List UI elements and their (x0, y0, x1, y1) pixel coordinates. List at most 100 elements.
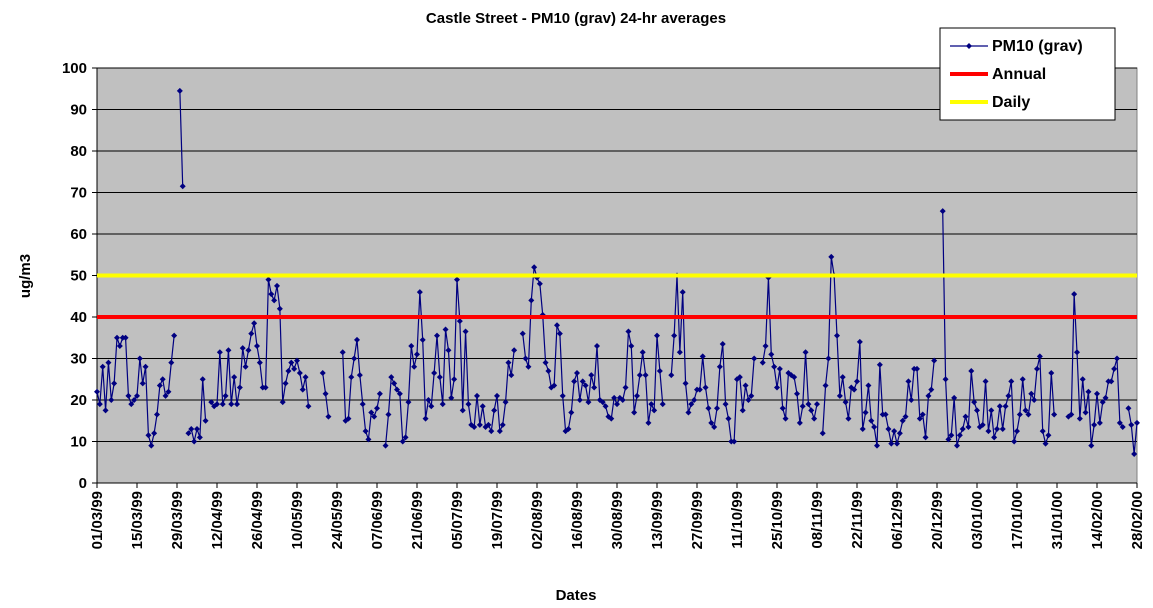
data-point (499, 421, 506, 428)
data-point (614, 401, 620, 408)
data-point (254, 343, 260, 350)
data-point (642, 372, 649, 379)
y-tick-label: 70 (70, 185, 87, 202)
data-point (868, 417, 875, 424)
data-point (494, 392, 500, 399)
data-point (359, 401, 366, 408)
data-point (448, 394, 455, 401)
data-point (1119, 423, 1126, 430)
data-point (1094, 390, 1100, 397)
x-tick-label: 21/06/99 (409, 491, 426, 549)
data-point (802, 349, 809, 356)
data-point (619, 397, 626, 403)
data-point (502, 399, 509, 406)
data-point (711, 423, 718, 430)
data-point (1028, 390, 1035, 397)
data-point (339, 349, 346, 356)
data-point (111, 380, 118, 387)
data-point (151, 430, 158, 437)
data-point (351, 355, 358, 362)
data-point (474, 392, 480, 399)
data-point (396, 390, 403, 397)
data-point (165, 388, 172, 395)
data-point (456, 318, 463, 325)
data-point (602, 403, 609, 410)
data-point (768, 351, 775, 358)
data-point (919, 411, 926, 418)
data-point (671, 332, 678, 339)
data-point (576, 397, 583, 403)
data-point (228, 401, 235, 408)
data-point (722, 401, 729, 408)
data-point (439, 401, 446, 408)
data-point (231, 374, 238, 381)
data-point (874, 442, 880, 449)
data-point (891, 428, 898, 435)
x-tick-label: 27/09/99 (689, 491, 706, 549)
data-point (131, 397, 138, 403)
data-point (968, 367, 975, 374)
data-point (419, 336, 426, 343)
data-point (296, 370, 303, 377)
data-point (1082, 409, 1089, 416)
data-point (285, 367, 292, 374)
data-point (371, 413, 378, 420)
data-point (808, 407, 815, 414)
data-point (242, 363, 249, 370)
data-point (688, 401, 695, 408)
data-point (399, 438, 406, 445)
data-point (191, 438, 198, 445)
data-point (814, 401, 820, 408)
x-tick-label: 26/04/99 (249, 491, 266, 549)
data-point (842, 399, 849, 406)
data-point (599, 399, 606, 406)
data-point (991, 434, 998, 441)
data-point (1071, 291, 1078, 298)
data-point (462, 328, 469, 335)
data-point (99, 363, 106, 370)
data-point (525, 363, 532, 370)
x-tick-label: 06/12/99 (889, 491, 906, 549)
data-point (168, 359, 175, 366)
data-point (1025, 411, 1032, 418)
data-point (305, 403, 312, 410)
data-point (505, 359, 512, 366)
x-tick-label: 31/01/00 (1049, 491, 1066, 549)
data-point (519, 330, 526, 337)
data-point (282, 380, 289, 387)
data-point (485, 421, 492, 428)
data-point (582, 382, 589, 389)
data-point (491, 407, 498, 414)
data-point (251, 320, 258, 327)
data-point (294, 357, 300, 364)
data-point (222, 392, 229, 399)
data-point (416, 289, 423, 296)
x-tick-label: 03/01/00 (969, 491, 986, 549)
data-point (214, 401, 220, 408)
data-point (445, 347, 452, 354)
y-axis-label: ug/m3 (17, 254, 34, 298)
data-point (905, 378, 912, 385)
data-point (199, 376, 206, 383)
data-point (1014, 428, 1020, 435)
data-point (959, 426, 966, 433)
data-point (234, 401, 240, 408)
x-tick-label: 14/02/00 (1089, 491, 1106, 549)
data-point (594, 343, 600, 350)
data-point (154, 411, 160, 418)
x-tick-label: 29/03/99 (169, 491, 186, 549)
data-point (319, 370, 326, 377)
data-point (676, 349, 683, 356)
x-tick-label: 17/01/00 (1009, 491, 1026, 549)
x-tick-label: 11/10/99 (729, 491, 746, 549)
data-point (551, 382, 558, 389)
data-point (385, 411, 392, 418)
data-point (791, 374, 798, 381)
data-point (988, 407, 995, 414)
data-point (779, 405, 786, 412)
data-point (496, 428, 503, 435)
data-point (699, 353, 706, 360)
data-point (208, 399, 215, 406)
x-tick-label: 20/12/99 (929, 491, 946, 549)
data-point (148, 442, 155, 449)
